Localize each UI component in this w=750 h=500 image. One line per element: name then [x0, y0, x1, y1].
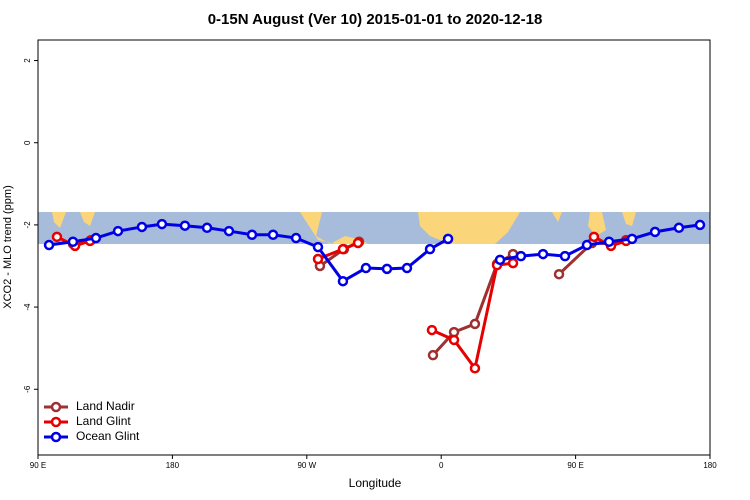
point: [136, 221, 148, 233]
point: [360, 262, 372, 274]
x-tick-label: 90 E: [30, 461, 46, 470]
point: [337, 243, 349, 255]
y-tick-label: 2: [23, 58, 32, 63]
point: [43, 239, 55, 251]
point: [515, 250, 527, 262]
x-axis-label: Longitude: [349, 476, 402, 490]
point: [694, 219, 706, 231]
point: [401, 262, 413, 274]
point: [469, 318, 481, 330]
point: [51, 231, 63, 243]
point: [290, 232, 302, 244]
legend-marker: [50, 431, 62, 443]
plot-frame: [37, 39, 711, 456]
point: [201, 222, 213, 234]
point: [469, 363, 481, 374]
point: [90, 232, 102, 244]
x-tick-label: 90 E: [567, 461, 583, 470]
point: [426, 324, 438, 336]
x-tick-label: 180: [703, 461, 717, 470]
point: [559, 250, 571, 262]
y-tick-label: -6: [23, 385, 32, 393]
point: [537, 248, 549, 260]
point: [424, 243, 436, 255]
y-tick-label: -4: [23, 303, 32, 311]
point: [588, 231, 600, 243]
legend-label: Land Nadir: [76, 399, 135, 413]
point: [179, 220, 191, 231]
point: [337, 275, 349, 287]
x-tick-label: 90 W: [297, 461, 316, 470]
point: [246, 229, 258, 241]
point: [352, 237, 364, 249]
legend-label: Ocean Glint: [76, 429, 140, 443]
chart-title: 0-15N August (Ver 10) 2015-01-01 to 2020…: [208, 11, 543, 28]
legend-marker: [50, 416, 62, 428]
point: [312, 241, 324, 253]
point: [442, 233, 454, 245]
land-shapes: [52, 212, 636, 244]
point: [267, 229, 279, 241]
point: [312, 253, 324, 265]
point: [581, 239, 593, 251]
y-axis-label: XCO2 - MLO trend (ppm): [2, 185, 14, 308]
y-tick-label: -2: [23, 221, 32, 229]
y-tick-label: 0: [23, 140, 32, 145]
point: [494, 254, 506, 266]
x-tick-label: 0: [439, 461, 444, 470]
point: [603, 236, 615, 247]
legend-label: Land Glint: [76, 414, 131, 428]
point: [553, 268, 565, 280]
point: [223, 225, 235, 237]
point: [156, 218, 168, 230]
point: [626, 233, 638, 245]
point: [381, 263, 393, 275]
point: [507, 257, 519, 269]
point: [649, 226, 661, 238]
point: [448, 334, 460, 346]
point: [112, 225, 124, 237]
point: [67, 236, 79, 247]
legend-marker: [50, 401, 62, 413]
x-tick-label: 180: [166, 461, 180, 470]
point: [673, 222, 685, 234]
point: [427, 349, 439, 361]
